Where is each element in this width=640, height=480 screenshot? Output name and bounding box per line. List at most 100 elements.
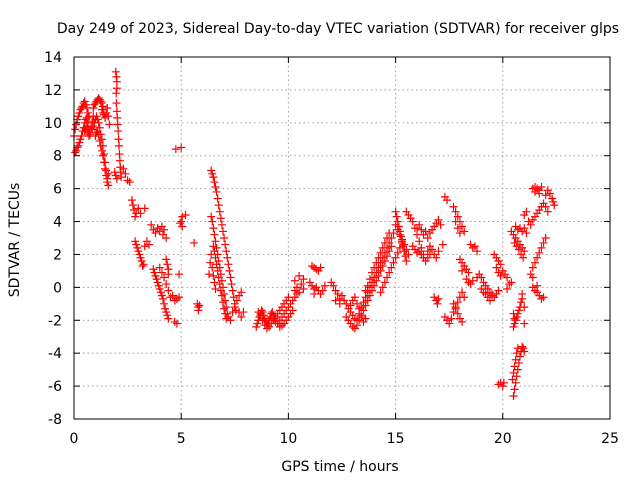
data-point <box>140 242 149 251</box>
data-point <box>190 238 199 247</box>
data-point <box>464 268 473 277</box>
data-point <box>89 104 98 113</box>
data-point <box>423 234 432 242</box>
data-point <box>376 288 385 297</box>
data-point <box>209 173 218 182</box>
data-point <box>329 281 338 290</box>
data-point <box>111 67 120 76</box>
data-point <box>205 270 214 279</box>
data-point <box>550 201 559 210</box>
data-point <box>162 234 171 242</box>
data-point <box>391 253 400 262</box>
data-point <box>449 299 458 308</box>
data-point <box>154 281 163 290</box>
data-point <box>168 291 177 300</box>
data-point <box>175 293 184 302</box>
data-point <box>103 104 112 113</box>
x-tick-labels: 0 5 10 15 20 25 <box>70 431 619 447</box>
data-point <box>217 291 226 300</box>
data-point <box>511 355 520 364</box>
data-point <box>162 308 171 317</box>
data-point <box>207 166 216 175</box>
y-tick-label: -2 <box>48 313 62 329</box>
data-point <box>415 220 424 229</box>
data-point <box>436 220 445 229</box>
data-point <box>299 285 308 294</box>
data-point <box>209 242 218 251</box>
data-point <box>383 234 392 242</box>
data-point <box>72 120 81 129</box>
data-point <box>541 191 550 200</box>
data-point <box>376 248 385 257</box>
data-point <box>496 271 505 280</box>
data-point <box>528 273 537 282</box>
data-point <box>227 280 236 289</box>
data-point <box>213 194 222 203</box>
data-point <box>80 97 89 106</box>
data-point <box>149 265 158 274</box>
data-point <box>417 225 426 234</box>
y-tick-label: 6 <box>53 182 62 198</box>
data-point <box>353 316 362 325</box>
data-point <box>378 283 387 292</box>
data-point <box>421 227 430 236</box>
y-axis-label: SDTVAR / TECUs <box>7 183 23 298</box>
data-point <box>224 260 233 269</box>
data-point <box>216 286 225 295</box>
data-point <box>549 197 558 206</box>
data-point <box>135 250 144 259</box>
data-point <box>225 266 234 275</box>
data-point <box>494 286 503 295</box>
data-point <box>400 240 409 249</box>
data-point <box>292 283 301 292</box>
x-tick-label: 0 <box>70 431 79 447</box>
data-point <box>175 270 184 279</box>
y-tick-labels: -8 -6 -4 -2 0 2 4 6 8 10 12 14 <box>44 50 62 428</box>
y-tick-label: 14 <box>44 50 62 66</box>
data-point <box>164 270 173 279</box>
data-point <box>92 112 101 121</box>
data-point <box>526 220 535 229</box>
data-point <box>171 145 180 154</box>
data-point <box>237 312 246 321</box>
data-point <box>195 301 204 310</box>
data-point <box>252 322 261 331</box>
data-point <box>539 238 548 247</box>
data-point <box>530 187 539 196</box>
data-point <box>383 273 392 282</box>
data-point <box>210 178 219 187</box>
data-point <box>207 212 216 221</box>
data-point <box>125 178 134 187</box>
data-point <box>268 308 277 317</box>
data-point <box>211 237 220 246</box>
data-point <box>207 250 216 259</box>
data-point <box>140 204 149 213</box>
data-point <box>226 273 235 282</box>
data-point <box>132 240 141 249</box>
data-point <box>219 298 228 307</box>
x-tick-label: 15 <box>387 431 405 447</box>
data-point <box>363 281 372 290</box>
data-point <box>160 299 169 308</box>
data-point <box>451 207 460 216</box>
data-point <box>443 196 452 205</box>
data-point <box>156 288 165 297</box>
data-point <box>208 263 217 272</box>
data-point <box>408 217 417 226</box>
data-point <box>518 342 527 351</box>
data-point <box>216 214 225 223</box>
data-point <box>453 298 462 307</box>
data-point <box>374 253 383 262</box>
data-point <box>163 260 172 269</box>
data-point <box>372 258 381 267</box>
data-point <box>485 296 494 305</box>
data-point <box>210 278 219 287</box>
data-point <box>215 280 224 289</box>
data-point <box>83 108 92 117</box>
data-point <box>402 257 411 266</box>
data-point <box>164 286 173 295</box>
data-point <box>157 268 166 277</box>
plot-frame <box>73 56 611 420</box>
data-point <box>392 212 401 221</box>
